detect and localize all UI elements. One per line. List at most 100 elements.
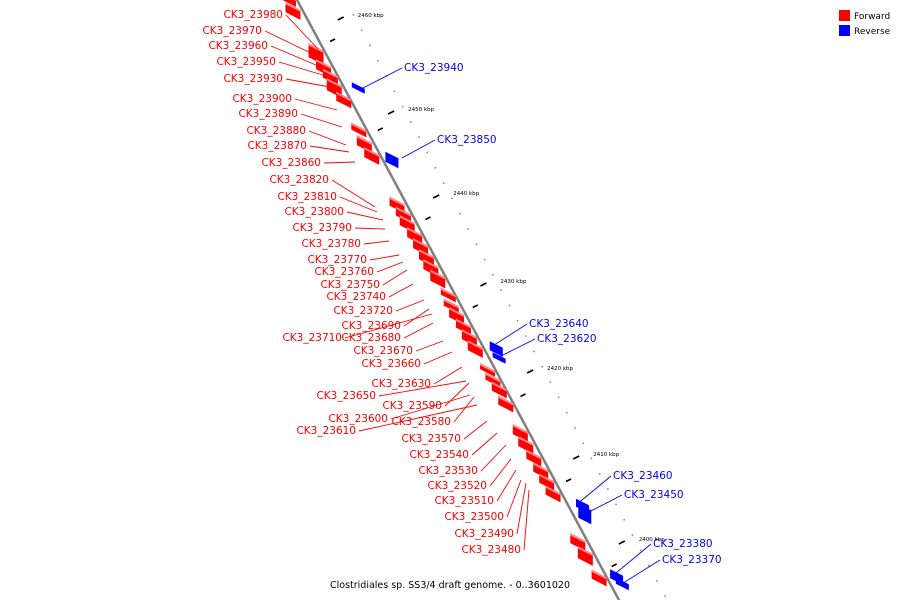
backbone-dot [656, 580, 658, 582]
forward-label-leader [433, 366, 463, 385]
forward-label-leader [463, 420, 488, 440]
backbone-dot [590, 457, 593, 460]
forward-label-leader [378, 380, 467, 397]
forward-gene-block [418, 249, 434, 267]
forward-gene-label: CK3_23780 [301, 238, 361, 250]
backbone-dot [574, 427, 576, 429]
genome-caption: Clostridiales sp. SS3/4 draft genome. - … [330, 580, 570, 591]
forward-gene-block [413, 238, 429, 256]
forward-gene-block [430, 269, 446, 289]
forward-gene-label: CK3_23690 [341, 320, 401, 332]
forward-label-leader [363, 240, 390, 245]
reverse-label-leader [619, 559, 661, 586]
forward-label-leader [388, 283, 414, 298]
forward-gene-block [512, 424, 528, 442]
forward-gene-label: CK3_23790 [292, 222, 352, 234]
gene-labels-layer: CK3_23980 CK3_23970 CK3_23960 CK3_23950 CK3_… [202, 9, 721, 566]
backbone-dot [631, 534, 634, 536]
forward-gene-highlight [413, 238, 429, 249]
forward-label-leader [369, 254, 400, 261]
forward-gene-block [389, 196, 405, 214]
forward-gene-block [455, 318, 471, 336]
forward-gene-highlight [491, 381, 507, 392]
forward-gene-highlight [512, 424, 528, 435]
forward-gene-label: CK3_23890 [238, 108, 298, 120]
forward-gene-block [449, 307, 465, 325]
forward-gene-highlight [455, 318, 471, 329]
forward-gene-highlight [356, 135, 372, 146]
forward-label-leader [344, 313, 433, 339]
reverse-gene-label: CK3_23380 [653, 538, 713, 550]
forward-label-leader [308, 130, 347, 146]
forward-gene-label: CK3_23520 [427, 480, 487, 492]
reverse-gene-block [492, 352, 506, 364]
forward-gene-label: CK3_23870 [247, 140, 307, 152]
forward-gene-highlight [577, 546, 593, 557]
forward-gene-highlight [533, 462, 549, 473]
scale-tick-label: 2410 kbp [593, 452, 619, 458]
forward-gene-block [518, 436, 534, 454]
forward-gene-label: CK3_23930 [223, 73, 283, 85]
forward-gene-label: CK3_23720 [333, 305, 393, 317]
legend-reverse-label: Reverse [854, 27, 891, 37]
scale-tick-label: 2400 kbp [639, 537, 665, 543]
forward-gene-block [407, 227, 423, 245]
forward-label-leader [285, 78, 331, 88]
forward-gene-highlight [395, 206, 411, 217]
reverse-gene-block [351, 82, 365, 94]
forward-label-leader [376, 261, 404, 273]
forward-label-leader [294, 98, 338, 111]
forward-gene-highlight [485, 372, 501, 383]
forward-gene-highlight [389, 196, 405, 207]
forward-gene-label: CK3_23880 [246, 125, 306, 137]
forward-gene-label: CK3_23590 [382, 400, 442, 412]
forward-label-leader [300, 113, 343, 128]
forward-gene-block [539, 473, 555, 491]
forward-gene-highlight [308, 43, 324, 54]
reverse-gene-label: CK3_23620 [537, 333, 597, 345]
forward-gene-label: CK3_23670 [353, 345, 413, 357]
forward-label-leader [496, 469, 517, 502]
forward-gene-highlight [570, 533, 586, 544]
backbone-dot [524, 335, 527, 337]
forward-gene-highlight [399, 215, 415, 226]
forward-gene-label: CK3_23860 [261, 157, 321, 169]
forward-gene-label: CK3_23980 [223, 9, 283, 21]
backbone-dot [533, 350, 535, 353]
reverse-label-leader [498, 338, 536, 358]
forward-label-leader [395, 299, 425, 312]
forward-gene-label: CK3_23580 [391, 416, 451, 428]
forward-gene-label: CK3_23680 [341, 332, 401, 344]
forward-gene-block [336, 91, 352, 109]
forward-gene-block [461, 329, 477, 347]
forward-label-leader [523, 489, 530, 551]
scale-tick [618, 540, 626, 545]
forward-label-leader [489, 458, 512, 487]
forward-gene-highlight [545, 485, 561, 496]
forward-label-leader [358, 404, 478, 432]
reverse-gene-block [489, 341, 503, 357]
forward-gene-block [322, 68, 338, 86]
forward-label-leader [354, 227, 386, 230]
scale-minor-tick [565, 478, 572, 483]
scale-ticks-layer: 2460 kbp 2450 kbp 2440 kbp 2430 kbp 2420 kbp… [329, 13, 665, 568]
forward-label-leader [415, 340, 444, 352]
forward-gene-highlight [480, 363, 496, 374]
forward-gene-label: CK3_23540 [409, 449, 469, 461]
forward-gene-block [577, 546, 593, 566]
forward-gene-label: CK3_23810 [277, 191, 337, 203]
scale-minor-tick [329, 38, 336, 43]
forward-gene-highlight [326, 78, 342, 89]
forward-gene-label: CK3_23500 [444, 511, 504, 523]
scale-minor-tick [377, 127, 384, 132]
backbone-dot [607, 488, 609, 490]
backbone-dot [541, 365, 543, 368]
backbone-dot [508, 304, 511, 307]
forward-label-leader [339, 196, 378, 213]
forward-label-leader [444, 382, 470, 407]
backbone-dot [467, 228, 470, 230]
forward-label-leader [278, 61, 327, 77]
reverse-label-leader [401, 139, 436, 159]
reverse-gene-label: CK3_23850 [437, 134, 497, 146]
label-leaders-layer [264, 14, 661, 586]
